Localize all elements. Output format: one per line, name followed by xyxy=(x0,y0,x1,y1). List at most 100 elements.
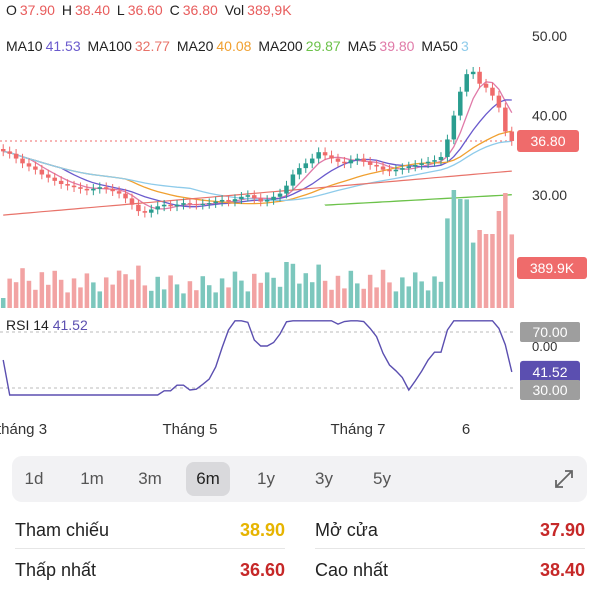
candle-body xyxy=(46,174,51,178)
candle-body xyxy=(84,188,90,191)
candle-body xyxy=(110,188,115,192)
candle-body xyxy=(155,206,160,210)
candle-body xyxy=(496,95,502,108)
timeframe-6m[interactable]: 6m xyxy=(186,462,230,496)
candle-body xyxy=(329,155,334,159)
timeframe-1m[interactable]: 1m xyxy=(80,469,104,488)
volume-bar xyxy=(245,291,251,308)
volume-bar xyxy=(46,284,51,308)
volume-bar xyxy=(425,290,431,308)
volume-bar xyxy=(258,282,263,308)
candle-body xyxy=(103,187,109,189)
volume-bar xyxy=(348,270,354,308)
candle-body xyxy=(219,199,225,202)
divider xyxy=(315,548,585,549)
candle-body xyxy=(239,196,244,200)
ma-value: 29.87 xyxy=(305,38,341,54)
rsi-tick-label: 0.00 xyxy=(532,339,557,354)
volume-bar xyxy=(149,290,154,308)
candle-body xyxy=(335,158,341,162)
timeframe-1y[interactable]: 1y xyxy=(257,469,275,488)
volume-bar xyxy=(483,234,489,308)
candle-body xyxy=(149,209,154,213)
volume-bar xyxy=(0,298,6,308)
volume-bars xyxy=(0,190,515,308)
volume-bar xyxy=(13,282,19,308)
price-chart[interactable]: 50.00 40.00 30.00 36.80 389.9K 70.000.00 41.52… xyxy=(0,0,600,450)
volume-bar xyxy=(78,287,83,308)
stat-high: Cao nhất 38.40 xyxy=(315,560,585,580)
volume-bar xyxy=(387,282,392,308)
candle-body xyxy=(71,185,77,188)
ma-label: MA100 xyxy=(87,38,132,54)
candle-body xyxy=(503,107,508,132)
candle-body xyxy=(425,161,431,164)
candle-body xyxy=(387,169,392,172)
volume-bar xyxy=(464,199,469,308)
volume-bar xyxy=(284,262,289,308)
candle-body xyxy=(445,139,450,157)
volume-bar xyxy=(239,280,244,308)
candle-body xyxy=(458,91,463,116)
ohlc-readout: O 37.90 H 38.40 L 36.60 C 36.80 Vol 389,9K xyxy=(6,2,292,18)
candle-body xyxy=(97,187,103,189)
volume-bar xyxy=(161,289,167,308)
volume-bar xyxy=(103,277,109,308)
timeframe-3y[interactable]: 3y xyxy=(315,469,333,488)
candle-body xyxy=(123,193,128,199)
volume-bar xyxy=(316,264,321,308)
moving-average-lines xyxy=(3,81,513,216)
price-tick-label: 40.00 xyxy=(532,108,567,124)
volume-bar xyxy=(226,287,231,308)
ma-label: MA10 xyxy=(6,38,43,54)
candle-body xyxy=(65,184,70,186)
candle-body xyxy=(258,198,263,202)
candle-body xyxy=(400,168,405,170)
chart-grid xyxy=(0,140,515,389)
candle-body xyxy=(297,168,302,175)
volume-bar xyxy=(110,284,115,308)
rsi-path xyxy=(2,320,513,396)
volume-bar xyxy=(342,288,347,308)
volume-bar xyxy=(297,283,302,308)
timeframe-1d[interactable]: 1d xyxy=(24,469,44,488)
candle-body xyxy=(419,163,424,165)
rsi-value-badge xyxy=(520,360,580,383)
ma-label: MA5 xyxy=(347,38,377,54)
volume-bar xyxy=(84,273,90,308)
stat-reference: Tham chiếu 38.90 xyxy=(15,520,285,540)
candle-body xyxy=(200,203,206,205)
last-volume-text: 389.9K xyxy=(530,260,575,276)
candle-body xyxy=(13,153,19,159)
volume-bar xyxy=(361,288,366,308)
ma-label: MA20 xyxy=(176,38,214,54)
timeframe-5y[interactable]: 5y xyxy=(373,469,391,488)
volume-bar xyxy=(129,279,135,308)
candle-body xyxy=(367,161,373,165)
ma-value: 40.08 xyxy=(216,38,252,54)
volume-bar xyxy=(174,284,180,308)
candle-body xyxy=(26,163,32,167)
rsi-value-text: 41.52 xyxy=(532,364,567,380)
volume-bar xyxy=(303,273,309,308)
ma-readout: MA10 41.53 MA100 32.77 MA20 40.08 MA200 29.8… xyxy=(6,38,472,54)
volume-bar xyxy=(264,272,270,308)
volume-bar xyxy=(322,280,328,308)
candle-body xyxy=(509,131,515,142)
stat-low: Thấp nhất 36.60 xyxy=(15,560,285,580)
ma-value: 3 xyxy=(460,38,469,54)
volume-bar xyxy=(490,234,495,308)
volume-bar xyxy=(123,274,128,308)
expand-icon[interactable] xyxy=(553,468,575,490)
timeframe-3m[interactable]: 3m xyxy=(138,469,162,488)
candle-body xyxy=(52,177,57,181)
volume-bar xyxy=(194,290,199,308)
candle-body xyxy=(393,169,399,172)
volume-bar xyxy=(52,270,57,308)
candle-body xyxy=(91,188,96,191)
candle-body xyxy=(33,166,38,170)
candle-body xyxy=(213,201,218,204)
candle-body xyxy=(194,203,199,205)
volume-bar xyxy=(168,275,173,308)
candle-body xyxy=(284,185,289,194)
